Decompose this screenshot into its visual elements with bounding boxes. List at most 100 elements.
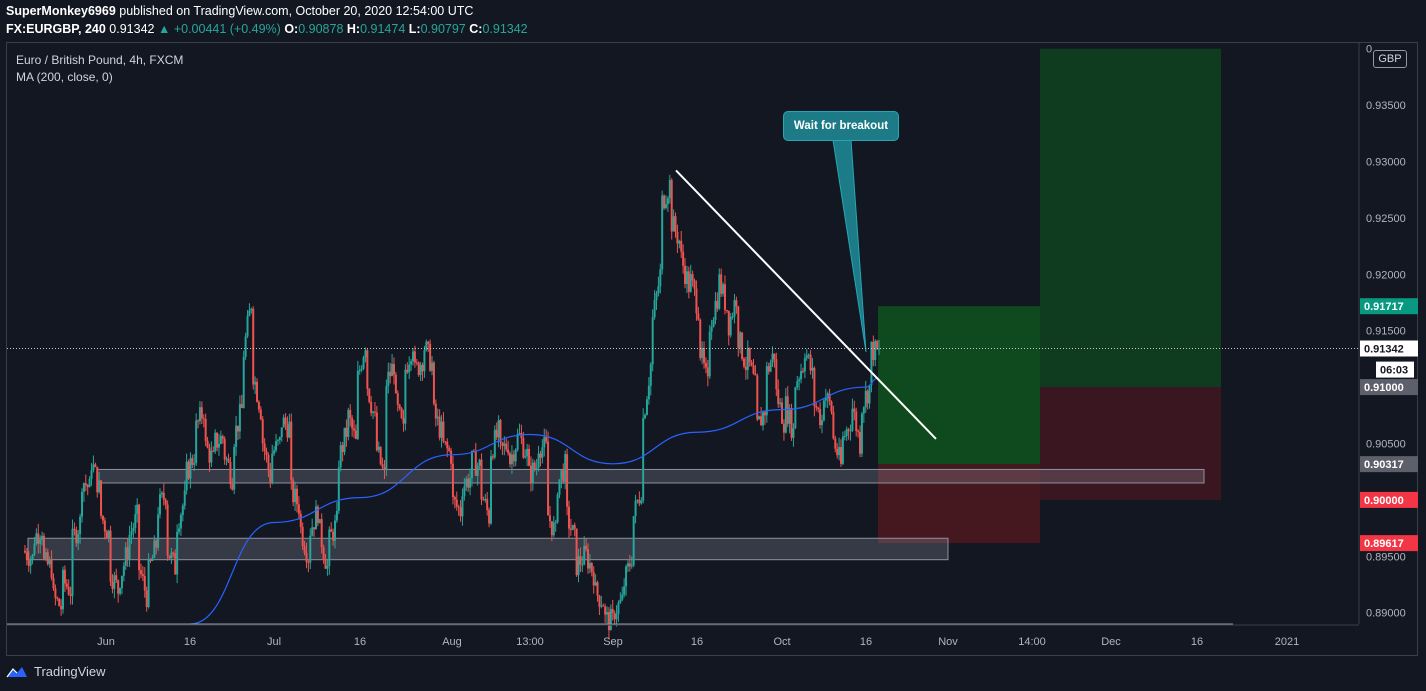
candle-body [179, 515, 182, 529]
candle-body [185, 461, 188, 491]
long-position-stop-zone-2[interactable] [1040, 387, 1221, 500]
candle-body [269, 469, 272, 484]
candle-body [176, 531, 179, 575]
candle-body [507, 449, 510, 454]
candle-body [448, 448, 451, 451]
price-label-badge[interactable] [1360, 379, 1418, 396]
publisher-name[interactable]: SuperMonkey6969 [6, 4, 116, 18]
candle-body [178, 528, 181, 532]
long-position-target-zone[interactable] [878, 306, 1040, 465]
candle-body [314, 506, 317, 530]
candle-body [495, 429, 498, 438]
candle-body [704, 362, 707, 368]
candle-body [541, 447, 544, 458]
candle-body [35, 533, 38, 544]
low-label: L: [408, 22, 421, 36]
candle-body [248, 310, 251, 317]
candle-body [82, 483, 85, 492]
open-value: 0.90878 [298, 22, 344, 36]
candle-body [96, 466, 99, 493]
long-position-target-zone-2[interactable] [1040, 48, 1221, 388]
symbol-label: FX:EURGBP, 240 [6, 22, 106, 36]
candle-body [427, 341, 430, 344]
candle-body [138, 504, 141, 571]
price-label-badge[interactable] [1360, 456, 1418, 473]
price-label-badge[interactable] [1360, 491, 1418, 508]
candle-body [817, 407, 820, 410]
candle-body [807, 354, 810, 356]
long-position-stop-zone[interactable] [878, 464, 1040, 544]
candle-body [666, 198, 669, 205]
candle-body [120, 575, 123, 589]
ma-indicator-legend[interactable]: MA (200, close, 0) [16, 70, 113, 84]
candle-body [166, 504, 169, 556]
candle-body [124, 547, 127, 566]
candle-body [564, 454, 567, 482]
candle-body [398, 404, 401, 409]
price-label-badge[interactable] [1376, 361, 1414, 378]
price-label-badge[interactable] [1360, 535, 1418, 552]
candle-body [128, 534, 131, 561]
candle-body [870, 341, 873, 385]
candle-body [703, 347, 706, 363]
tradingview-footer[interactable]: TradingView [6, 664, 106, 679]
candle-body [345, 427, 348, 437]
candle-body [387, 371, 390, 387]
candle-body [478, 459, 481, 466]
candle-body [684, 265, 687, 285]
price-label-badge[interactable] [1360, 298, 1418, 315]
candle-body [221, 436, 224, 439]
close-label: C: [469, 22, 483, 36]
candle-body [381, 464, 384, 468]
candle-body [847, 429, 850, 431]
candle-body [552, 522, 555, 536]
candle-body [701, 347, 704, 358]
candle-body [843, 435, 846, 437]
candle-body [558, 479, 561, 495]
candle-body [516, 433, 519, 450]
candle-body [60, 606, 63, 610]
candle-body [444, 441, 447, 443]
candle-body [238, 404, 241, 432]
candle-body [351, 418, 354, 429]
candle-body [183, 490, 186, 506]
candle-body [640, 500, 643, 504]
candle-body [733, 300, 736, 317]
candle-body [61, 569, 64, 610]
candle-body [278, 437, 281, 441]
candle-body [86, 485, 89, 488]
moving-average-line[interactable] [189, 377, 879, 625]
candle-body [585, 545, 588, 550]
support-zone-2[interactable] [27, 537, 949, 561]
candle-body [653, 299, 656, 318]
price-tick-label: 0.89000 [1366, 608, 1406, 620]
candle-body [117, 580, 120, 594]
candle-body [655, 293, 658, 300]
candle-body [197, 420, 200, 422]
price-label-badge[interactable] [1360, 340, 1418, 357]
support-zone-1[interactable] [96, 468, 1205, 484]
descending-trendline[interactable] [675, 169, 937, 440]
candle-body [90, 470, 93, 479]
chart-legend-title[interactable]: Euro / British Pound, 4h, FXCM [16, 53, 184, 67]
candle-body [284, 417, 287, 425]
candle-body [31, 554, 34, 560]
candle-body [822, 400, 825, 421]
candle-body [94, 464, 97, 467]
candle-body [307, 561, 310, 563]
candle-body [782, 423, 785, 433]
candle-body [389, 371, 392, 377]
candle-body [181, 505, 184, 516]
breakout-callout[interactable]: Wait for breakout [783, 111, 899, 141]
candle-body [206, 440, 209, 448]
candle-body [200, 407, 203, 419]
candle-body [588, 563, 591, 569]
price-tick-label: 0.92000 [1366, 269, 1406, 281]
candle-body [718, 274, 721, 309]
currency-button[interactable]: GBP [1373, 50, 1407, 68]
candle-body [432, 362, 435, 404]
candle-body [263, 443, 266, 452]
candle-body [710, 326, 713, 332]
candle-body [25, 552, 28, 561]
